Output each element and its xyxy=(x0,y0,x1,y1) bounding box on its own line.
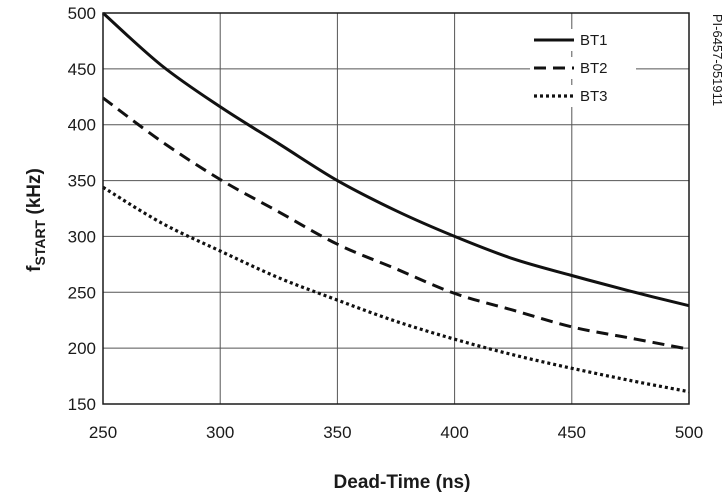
x-tick-label: 500 xyxy=(675,423,703,442)
y-tick-label: 300 xyxy=(68,227,96,246)
series-line-bt3 xyxy=(102,185,690,394)
y-axis-title-unit: (kHz) xyxy=(24,168,45,220)
series-line-bt1 xyxy=(101,11,690,308)
y-axis-title-subscript: START xyxy=(32,219,48,265)
legend-background xyxy=(530,85,636,107)
y-axis-title: fSTART (kHz) xyxy=(24,168,48,272)
y-tick-label: 500 xyxy=(68,4,96,23)
y-tick-label: 250 xyxy=(68,283,96,302)
series-lines xyxy=(101,11,690,394)
x-tick-label: 350 xyxy=(323,423,351,442)
x-tick-labels: 250 300 350 400 450 500 xyxy=(89,423,703,442)
legend-background xyxy=(530,57,636,79)
x-tick-label: 450 xyxy=(558,423,586,442)
plot-area-frame xyxy=(102,12,690,405)
y-axis-title-main: f xyxy=(24,265,45,272)
figure-id-label: PI-6457-051911 xyxy=(710,14,725,106)
legend-background xyxy=(530,29,636,51)
x-tick-label: 250 xyxy=(89,423,117,442)
y-tick-labels: 150 200 250 300 350 400 450 500 xyxy=(68,4,96,414)
legend-label-bt3: BT3 xyxy=(580,88,608,105)
legend: BT1 BT2 BT3 xyxy=(530,29,636,107)
y-tick-label: 400 xyxy=(68,116,96,135)
x-tick-label: 400 xyxy=(440,423,468,442)
legend-label-bt2: BT2 xyxy=(580,60,608,77)
x-tick-label: 300 xyxy=(206,423,234,442)
legend-label-bt1: BT1 xyxy=(580,32,608,49)
x-axis-title: Dead-Time (ns) xyxy=(334,472,471,493)
y-tick-label: 450 xyxy=(68,60,96,79)
y-tick-label: 350 xyxy=(68,172,96,191)
y-tick-label: 150 xyxy=(68,395,96,414)
y-tick-label: 200 xyxy=(68,339,96,358)
series-line-bt2 xyxy=(102,96,690,351)
